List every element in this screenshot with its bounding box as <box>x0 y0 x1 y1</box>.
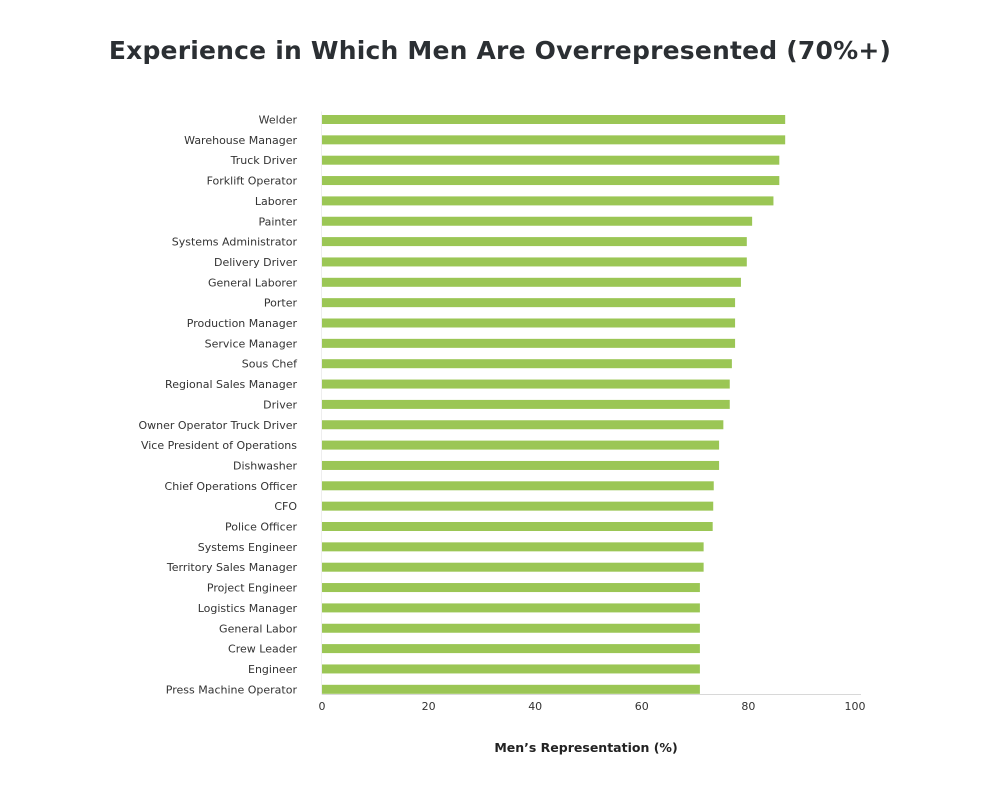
category-label: Laborer <box>255 195 298 208</box>
category-label: CFO <box>274 500 297 513</box>
category-label: Painter <box>258 215 297 228</box>
category-label: Logistics Manager <box>198 602 298 615</box>
category-label: Owner Operator Truck Driver <box>138 419 297 432</box>
bar <box>322 684 700 694</box>
x-tick-label: 100 <box>845 700 866 713</box>
bar <box>322 338 736 348</box>
category-label: Service Manager <box>205 337 298 350</box>
bar <box>322 359 732 369</box>
bar <box>322 196 774 206</box>
category-label: Project Engineer <box>207 582 298 595</box>
x-tick-label: 60 <box>635 700 649 713</box>
bar <box>322 298 736 308</box>
category-label: Porter <box>264 297 298 310</box>
x-tick-label: 40 <box>528 700 542 713</box>
bar <box>322 644 700 654</box>
category-label: Systems Administrator <box>172 236 298 249</box>
bar <box>322 420 724 430</box>
bar <box>322 501 714 511</box>
chart-title: Experience in Which Men Are Overrepresen… <box>108 36 892 65</box>
bar <box>322 216 753 226</box>
category-label: Crew Leader <box>228 643 297 656</box>
category-label: Regional Sales Manager <box>165 378 297 391</box>
category-label: Warehouse Manager <box>184 134 297 147</box>
bar <box>322 603 700 613</box>
category-label: Forklift Operator <box>207 175 298 188</box>
category-label: Welder <box>259 114 298 127</box>
bar <box>322 583 700 593</box>
bar <box>322 176 780 186</box>
bar <box>322 379 730 389</box>
x-axis <box>321 111 861 695</box>
category-label: Production Manager <box>187 317 298 330</box>
bar <box>322 237 747 247</box>
x-tick-labels: 0 20 40 60 80 100 <box>319 700 866 713</box>
category-label: Engineer <box>248 663 297 676</box>
bar <box>322 257 747 267</box>
x-tick-label: 20 <box>422 700 436 713</box>
bar <box>322 481 714 491</box>
category-labels: Welder Warehouse Manager Truck Driver Forkl… <box>138 114 298 697</box>
bar <box>322 562 704 572</box>
bars <box>322 115 786 694</box>
bar <box>322 522 713 531</box>
category-label: Truck Driver <box>230 154 298 167</box>
bar <box>322 664 700 674</box>
bar <box>322 399 730 409</box>
category-label: Systems Engineer <box>198 541 298 554</box>
category-label: Dishwasher <box>233 459 297 472</box>
bar <box>322 277 741 287</box>
category-label: General Labor <box>219 622 297 635</box>
category-label: Sous Chef <box>242 358 298 371</box>
bar <box>322 623 700 633</box>
category-label: Press Machine Operator <box>166 683 298 696</box>
bar <box>322 460 720 470</box>
bar <box>322 155 780 165</box>
bar <box>322 440 720 450</box>
x-tick-label: 0 <box>319 700 326 713</box>
category-label: Vice President of Operations <box>141 439 297 452</box>
bar <box>322 318 736 328</box>
x-axis-title: Men’s Representation (%) <box>494 740 677 755</box>
category-label: Police Officer <box>225 521 298 534</box>
category-label: Territory Sales Manager <box>166 561 298 574</box>
bar <box>322 542 704 552</box>
x-tick-label: 80 <box>741 700 755 713</box>
bar <box>322 135 786 145</box>
category-label: Chief Operations Officer <box>165 480 298 493</box>
category-label: Driver <box>263 398 297 411</box>
bar <box>322 115 786 124</box>
category-label: General Laborer <box>208 276 297 289</box>
category-label: Delivery Driver <box>214 256 297 269</box>
